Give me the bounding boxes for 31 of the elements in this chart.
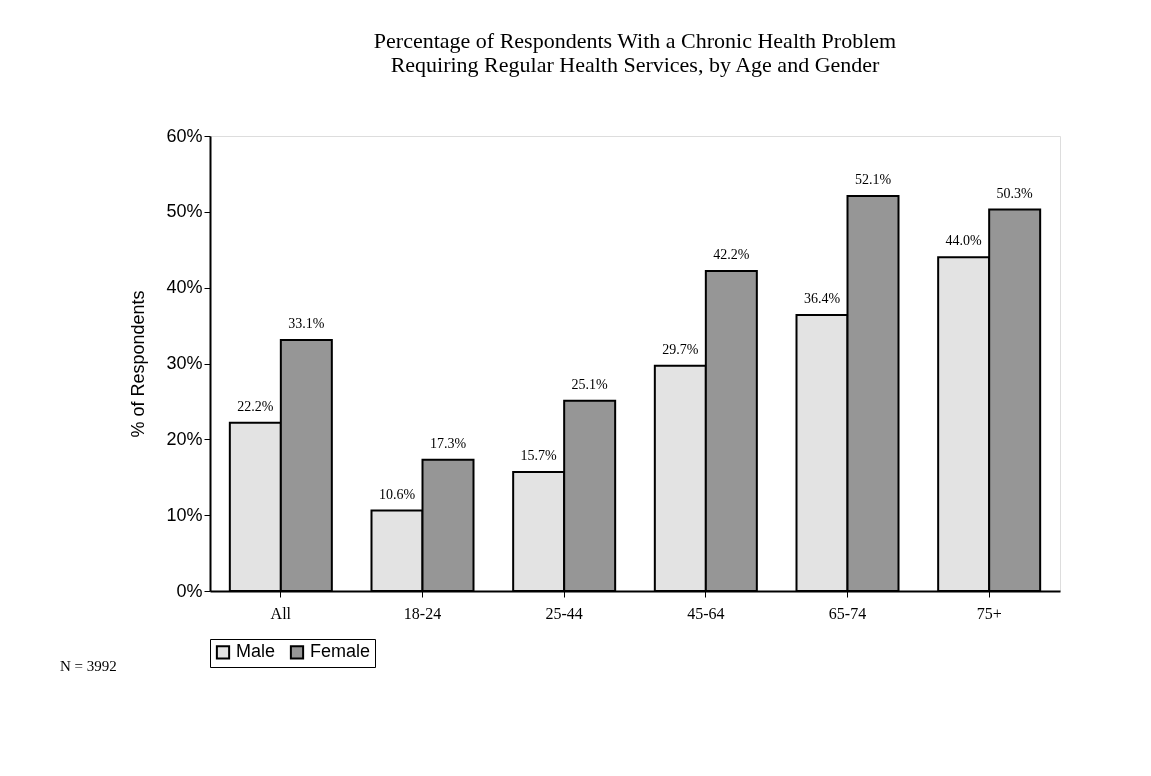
data-label: 22.2% [237, 398, 274, 414]
data-label: 15.7% [520, 447, 558, 463]
legend-label: Female [310, 641, 371, 662]
data-label: 33.1% [288, 315, 325, 331]
data-label: 17.3% [429, 435, 467, 451]
x-tick-label: 45-64 [687, 604, 725, 622]
data-label: 25.1% [571, 376, 609, 392]
data-label: 29.7% [662, 341, 699, 357]
text: Requiring Regular Health Services, by Age and Gender [390, 52, 880, 77]
text: N = 3992 [60, 658, 117, 674]
x-tick-label: 18-24 [403, 604, 442, 622]
legend-label: Male [236, 641, 276, 662]
y-axis-title: % of Respondents [128, 290, 149, 438]
data-label: 36.4% [803, 290, 841, 306]
x-tick-label: All [270, 604, 292, 622]
y-tick-label: 0% [176, 580, 203, 601]
y-tick-label: 20% [166, 428, 203, 449]
data-label: 10.6% [378, 486, 416, 502]
data-label: 50.3% [996, 185, 1034, 201]
data-label: 44.0% [945, 233, 983, 249]
data-label: 42.2% [713, 246, 750, 262]
data-label: 52.1% [854, 171, 892, 187]
x-tick-label: 65-74 [828, 604, 867, 622]
y-tick-label: 60% [166, 125, 203, 146]
x-tick-label: 25-44 [545, 604, 583, 622]
y-tick-label: 50% [166, 201, 203, 222]
y-tick-label: 30% [166, 353, 203, 373]
y-tick-label: 40% [166, 277, 203, 298]
y-tick-label: 10% [166, 504, 203, 525]
text: Percentage of Respondents With a Chronic Health Problem [373, 28, 897, 53]
x-tick-label: 75+ [976, 604, 1002, 622]
